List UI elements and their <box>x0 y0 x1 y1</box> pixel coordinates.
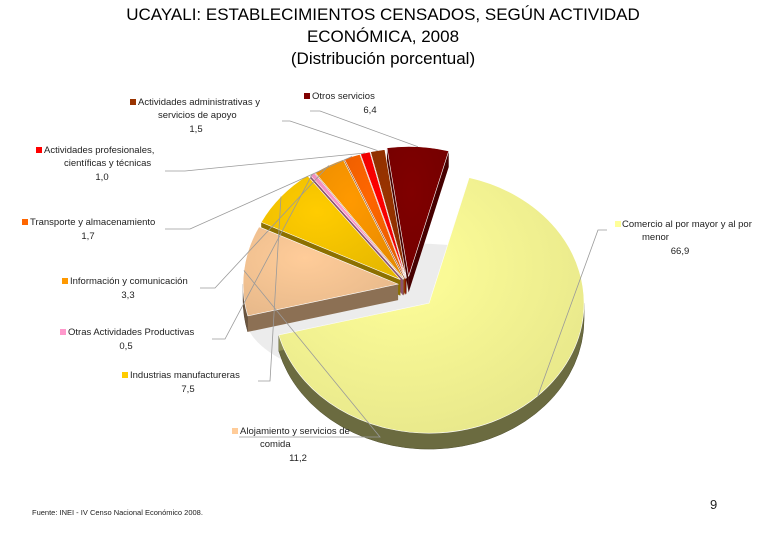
slice-label: Alojamiento y servicios de <box>240 426 350 437</box>
slice-value: 7,5 <box>181 384 194 395</box>
pie-slice-wall <box>386 147 409 293</box>
leader-line <box>258 196 282 382</box>
slice-label: Transporte y almacenamiento <box>30 217 155 228</box>
chart-title-line-2: ECONÓMICA, 2008 <box>306 27 460 46</box>
pie-slice-5 <box>343 153 406 279</box>
leader-line <box>239 270 381 438</box>
pie-slice-2 <box>260 175 401 280</box>
slice-label: menor <box>642 232 669 243</box>
legend-swatch <box>232 428 238 434</box>
legend-swatch <box>60 329 66 335</box>
slice-label: comida <box>260 439 291 450</box>
legend-swatch <box>122 372 128 378</box>
leader-line <box>537 229 607 396</box>
slice-value: 6,4 <box>363 105 376 116</box>
legend-swatch <box>62 278 68 284</box>
legend-swatch <box>130 99 136 105</box>
slice-label: Actividades administrativas y <box>138 97 260 108</box>
slice-value: 1,0 <box>95 172 108 183</box>
slice-label: Otras Actividades Productivas <box>68 327 194 338</box>
pie-slice-8 <box>386 146 450 277</box>
slice-label: Industrias manufactureras <box>130 370 240 381</box>
leader-line <box>200 165 330 289</box>
slice-value: 66,9 <box>671 246 690 257</box>
source-note: Fuente: INEI - IV Censo Nacional Económi… <box>32 508 203 517</box>
chart-title: UCAYALI: ESTABLECIMIENTOS CENSADOS, SEGÚ… <box>0 4 766 70</box>
slice-label: Actividades profesionales, <box>44 145 154 156</box>
slice-value: 1,7 <box>81 231 94 242</box>
slice-label: Comercio al por mayor y al por <box>622 219 752 230</box>
leader-line <box>310 110 419 148</box>
leader-line <box>282 120 378 151</box>
slice-label: científicas y técnicas <box>64 158 151 169</box>
legend-swatch <box>22 219 28 225</box>
legend-swatch <box>304 93 310 99</box>
legend-swatch <box>615 221 621 227</box>
slice-label: servicios de apoyo <box>158 110 237 121</box>
leader-line <box>165 156 353 230</box>
legend-swatch <box>36 147 42 153</box>
leader-line <box>165 152 366 172</box>
page-number: 9 <box>710 497 718 512</box>
slice-value: 3,3 <box>121 290 134 301</box>
pie-slice-6 <box>360 151 407 279</box>
slice-value: 1,5 <box>189 124 202 135</box>
slice-value: 0,5 <box>119 341 132 352</box>
leader-line <box>212 174 313 340</box>
slice-label: Otros servicios <box>312 91 375 102</box>
pie-slice-wall <box>408 150 449 293</box>
chart-title-line-1: UCAYALI: ESTABLECIMIENTOS CENSADOS, SEGÚ… <box>126 5 640 24</box>
slice-label: Información y comunicación <box>70 276 188 287</box>
slice-value: 11,2 <box>289 453 307 464</box>
pie-slice-wall <box>247 284 399 332</box>
chart-title-line-3: (Distribución porcentual) <box>290 49 476 68</box>
pie-slices <box>242 146 585 434</box>
